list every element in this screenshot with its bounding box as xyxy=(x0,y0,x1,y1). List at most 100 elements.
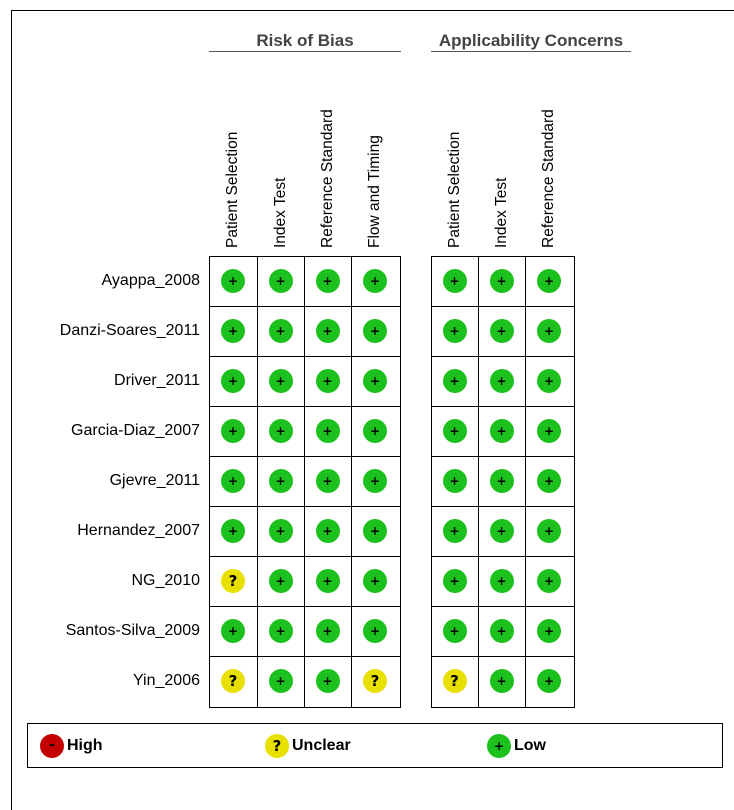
grid-cell: + xyxy=(526,457,574,507)
legend-label: High xyxy=(67,737,103,754)
grid-cell: ? xyxy=(210,657,258,707)
grid-cell: + xyxy=(305,257,352,307)
low-risk-dot: + xyxy=(537,369,561,393)
study-label: Danzi-Soares_2011 xyxy=(59,322,200,339)
high-legend-dot: – xyxy=(40,734,64,758)
group-underline xyxy=(431,51,631,52)
grid-cell: + xyxy=(526,257,574,307)
low-risk-dot: + xyxy=(489,469,514,493)
grid-cell: + xyxy=(479,407,526,457)
grid-cell: ? xyxy=(352,657,400,707)
study-label: Santos-Silva_2009 xyxy=(65,622,200,639)
low-risk-dot: + xyxy=(489,519,514,543)
grid-cell: + xyxy=(352,457,400,507)
group-title: Risk of Bias xyxy=(256,31,354,50)
grid-cell: + xyxy=(479,457,526,507)
grid-cell: + xyxy=(258,607,305,657)
low-risk-dot: + xyxy=(363,419,387,443)
grid-cell: + xyxy=(479,507,526,557)
low-risk-dot: + xyxy=(442,319,467,343)
grid-cell: + xyxy=(352,607,400,657)
grid-cell: + xyxy=(526,307,574,357)
unclear-legend-dot: ? xyxy=(265,734,289,758)
unclear-risk-dot: ? xyxy=(221,569,245,593)
low-risk-dot: + xyxy=(315,369,340,393)
grid-cell: + xyxy=(352,307,400,357)
low-risk-dot: + xyxy=(268,669,293,693)
grid-cell: + xyxy=(432,457,479,507)
grid-cell: + xyxy=(432,607,479,657)
grid-cell: + xyxy=(258,257,305,307)
grid-cell: + xyxy=(305,557,352,607)
legend-item-low: + Low xyxy=(487,734,546,758)
grid-cell: + xyxy=(479,557,526,607)
grid-cell: + xyxy=(258,507,305,557)
low-risk-dot: + xyxy=(268,469,293,493)
low-risk-dot: + xyxy=(442,619,467,643)
group-underline xyxy=(209,51,401,52)
low-risk-dot: + xyxy=(442,419,467,443)
grid-cell: + xyxy=(526,407,574,457)
low-risk-dot: + xyxy=(221,519,245,543)
grid-cell: + xyxy=(432,257,479,307)
study-label: Gjevre_2011 xyxy=(109,472,200,489)
low-risk-dot: + xyxy=(315,319,340,343)
low-risk-dot: + xyxy=(221,269,245,293)
grid-cell: + xyxy=(479,607,526,657)
grid-cell: + xyxy=(305,457,352,507)
low-risk-dot: + xyxy=(363,369,387,393)
low-risk-dot: + xyxy=(268,619,293,643)
low-legend-dot: + xyxy=(487,734,511,758)
study-label: Driver_2011 xyxy=(114,372,200,389)
grid-cell: + xyxy=(432,407,479,457)
grid-cell: + xyxy=(210,607,258,657)
low-risk-dot: + xyxy=(268,519,293,543)
low-risk-dot: + xyxy=(537,519,561,543)
low-risk-dot: + xyxy=(537,619,561,643)
low-risk-dot: + xyxy=(363,319,387,343)
low-risk-dot: + xyxy=(268,369,293,393)
low-risk-dot: + xyxy=(268,569,293,593)
low-risk-dot: + xyxy=(537,569,561,593)
unclear-risk-dot: ? xyxy=(221,669,245,693)
grid-cell: + xyxy=(210,407,258,457)
grid-cell: + xyxy=(305,607,352,657)
grid-cell: + xyxy=(305,657,352,707)
low-risk-dot: + xyxy=(315,269,340,293)
low-risk-dot: + xyxy=(442,569,467,593)
low-risk-dot: + xyxy=(315,569,340,593)
legend-label: Unclear xyxy=(292,737,351,754)
low-risk-dot: + xyxy=(489,419,514,443)
study-label: NG_2010 xyxy=(131,572,201,589)
low-risk-dot: + xyxy=(221,469,245,493)
grid-cell: + xyxy=(258,407,305,457)
grid-cell: + xyxy=(479,307,526,357)
legend: – High? Unclear + Low xyxy=(27,723,723,768)
grid-cell: + xyxy=(526,507,574,557)
unclear-risk-dot: ? xyxy=(363,669,387,693)
applicability-grid: + + + + + + + + + + + + + + + + + + + + + + + +? + + xyxy=(431,256,575,708)
low-risk-dot: + xyxy=(268,419,293,443)
grid-cell: + xyxy=(258,657,305,707)
grid-cell: + xyxy=(526,607,574,657)
low-risk-dot: + xyxy=(315,469,340,493)
low-risk-dot: + xyxy=(268,319,293,343)
low-risk-dot: + xyxy=(363,269,387,293)
grid-cell: + xyxy=(432,507,479,557)
legend-item-high: – High xyxy=(40,734,103,758)
grid-cell: + xyxy=(352,357,400,407)
grid-cell: + xyxy=(479,257,526,307)
low-risk-dot: + xyxy=(315,669,340,693)
low-risk-dot: + xyxy=(442,369,467,393)
grid-cell: + xyxy=(305,307,352,357)
low-risk-dot: + xyxy=(489,669,514,693)
grid-cell: + xyxy=(210,457,258,507)
grid-cell: ? xyxy=(432,657,479,707)
column-label: Patient Selection xyxy=(445,131,463,248)
low-risk-dot: + xyxy=(489,369,514,393)
grid-cell: + xyxy=(258,357,305,407)
low-risk-dot: + xyxy=(442,269,467,293)
unclear-risk-dot: ? xyxy=(442,669,467,693)
low-risk-dot: + xyxy=(537,319,561,343)
low-risk-dot: + xyxy=(268,269,293,293)
